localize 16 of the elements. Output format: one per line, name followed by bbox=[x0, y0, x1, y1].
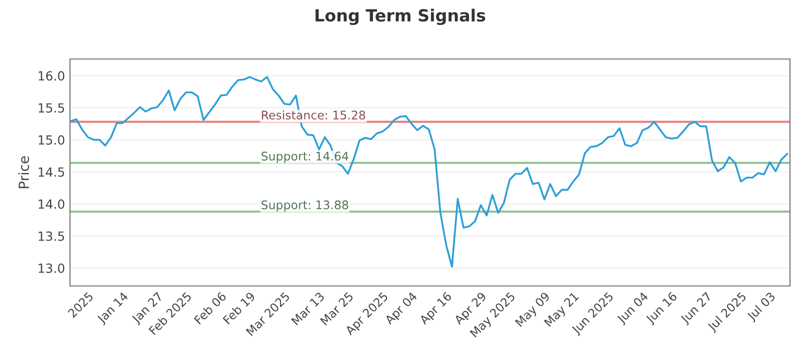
y-tick-label: 16.0 bbox=[38, 71, 64, 81]
y-tick-label: 14.0 bbox=[38, 199, 64, 209]
chart-title: Long Term Signals bbox=[316, 8, 486, 26]
y-tick-label: 15.5 bbox=[38, 103, 64, 113]
ref-line-label: Support: 13.88 bbox=[262, 200, 348, 212]
y-tick-label: 13.5 bbox=[38, 231, 64, 241]
y-tick-label: 14.5 bbox=[38, 167, 64, 177]
y-axis-title: Price bbox=[18, 156, 30, 188]
ref-line-label: Support: 14.64 bbox=[262, 152, 348, 163]
y-tick-label: 13.0 bbox=[38, 264, 64, 273]
ref-line-label: Resistance: 15.28 bbox=[262, 110, 366, 120]
x-tick-label: Jul 03 bbox=[746, 292, 778, 323]
x-tick-label: Apr 16 bbox=[418, 292, 454, 327]
y-tick-label: 15.0 bbox=[38, 135, 64, 145]
x-tick-label: Jan 14 bbox=[96, 292, 130, 326]
line-series bbox=[70, 76, 788, 268]
